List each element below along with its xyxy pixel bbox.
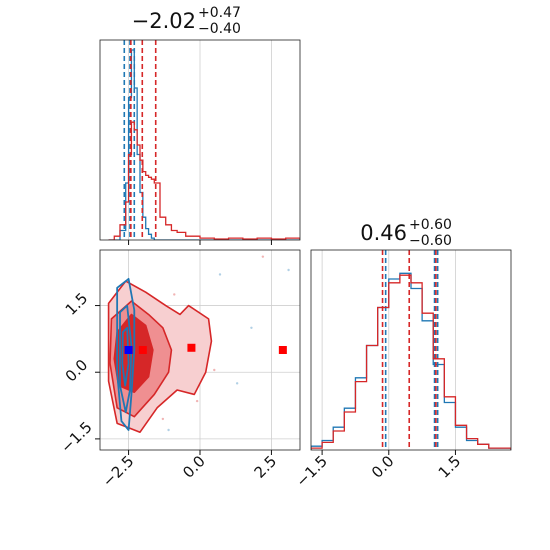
sample-point <box>261 255 265 258</box>
histogram-area <box>311 250 511 450</box>
truth-marker <box>278 346 287 354</box>
histogram-series <box>311 274 511 450</box>
truth-marker <box>187 343 196 352</box>
panel-title-lower-error: −0.60 <box>409 233 452 249</box>
truth-marker <box>138 346 147 354</box>
joint-density-panel: −2.5 0.0 2.5 −1.5 0.0 1.5 <box>57 249 301 491</box>
histogram-area <box>108 40 300 240</box>
x-tick-label: 0.0 <box>179 452 209 482</box>
param1-marginal-panel: −2.02 +0.47−0.40 <box>99 5 301 245</box>
panel-title-value: −2.02 <box>132 9 196 33</box>
sample-point <box>213 368 216 372</box>
x-tick-label: −2.5 <box>99 452 137 490</box>
y-tick-label: 0.0 <box>62 356 92 386</box>
panel-frame <box>310 249 512 451</box>
panel-title-upper-error: +0.47 <box>198 5 241 21</box>
histogram-series <box>311 272 511 450</box>
x-tick-label: 0.0 <box>368 452 398 482</box>
x-tick-label: 1.5 <box>435 452 465 482</box>
panel-title-upper-error: +0.60 <box>409 217 452 233</box>
x-tick-label: −1.5 <box>292 452 330 490</box>
y-tick-label: 1.5 <box>62 289 92 319</box>
sample-point <box>218 273 222 276</box>
sample-point <box>250 326 253 329</box>
x-tick-label: 2.5 <box>251 452 281 482</box>
sample-point <box>167 428 170 432</box>
panel-title-value: 0.46 <box>360 221 407 245</box>
sample-point <box>173 293 176 296</box>
contour-area <box>107 255 290 434</box>
y-tick-label: −1.5 <box>57 418 95 456</box>
blue-contour-level <box>119 304 133 414</box>
sample-point <box>161 417 165 421</box>
sample-point <box>287 268 290 272</box>
blue-contour-level <box>116 277 136 431</box>
truth-marker <box>124 346 133 354</box>
sample-point <box>235 382 239 385</box>
blue-contour-level <box>121 326 130 387</box>
panel-title-lower-error: −0.40 <box>198 21 241 37</box>
sample-point <box>195 399 199 403</box>
param2-marginal-panel: −1.5 0.0 1.5 0.46 +0.60−0.60 <box>292 217 512 491</box>
